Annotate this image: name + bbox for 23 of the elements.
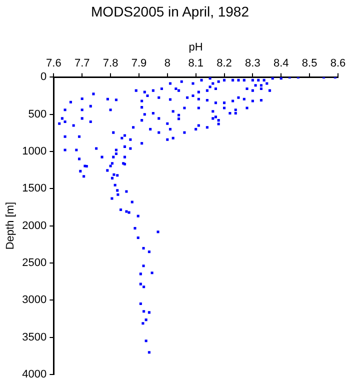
y-tick-label: 3500 <box>22 331 47 344</box>
x-tick-label: 8.6 <box>330 58 346 70</box>
y-tick-label: 1500 <box>22 182 47 195</box>
x-tick-label: 8.3 <box>245 58 260 70</box>
y-tick-label: 3000 <box>22 294 47 306</box>
x-tick-label: 8.5 <box>302 58 318 70</box>
x-tick-label: 7.7 <box>74 58 90 70</box>
chart-title: MODS2005 in April, 1982 <box>91 3 250 20</box>
y-tick-label: 0 <box>40 71 47 84</box>
x-axis-title: pH <box>188 41 203 54</box>
x-tick-label: 8.4 <box>273 58 289 70</box>
y-tick-label: 2000 <box>22 220 47 232</box>
y-tick-label: 2500 <box>22 256 47 269</box>
y-tick-label: 4000 <box>22 368 47 380</box>
x-tick-label: 8.1 <box>188 58 204 70</box>
y-tick-label: 1000 <box>22 146 47 158</box>
y-tick-label: 500 <box>28 108 47 120</box>
x-tick-label: 8.2 <box>216 58 232 70</box>
x-tick-label: 7.9 <box>131 58 147 70</box>
x-tick-label: 7.6 <box>46 58 62 70</box>
x-tick-label: 7.8 <box>102 58 118 70</box>
x-tick-label: 8 <box>164 58 170 70</box>
y-axis-title: Depth [m] <box>4 202 17 250</box>
